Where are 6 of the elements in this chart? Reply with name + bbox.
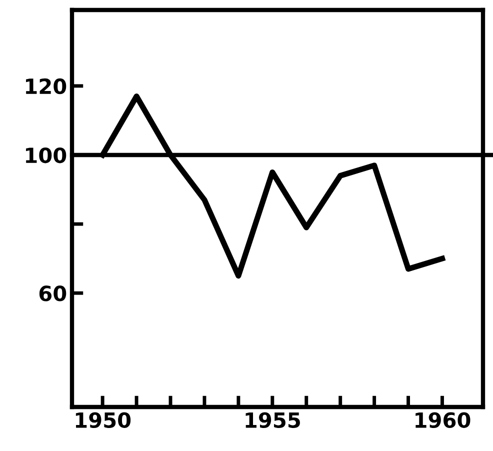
y-tick-label: 120 — [26, 78, 66, 94]
y-tick-label: 60 — [39, 286, 66, 302]
y-tick-label: 100 — [26, 147, 66, 164]
x-tick-label: 1950 — [76, 412, 131, 428]
x-tick-label: 1960 — [416, 412, 470, 428]
x-tick-label: 1955 — [246, 412, 300, 428]
